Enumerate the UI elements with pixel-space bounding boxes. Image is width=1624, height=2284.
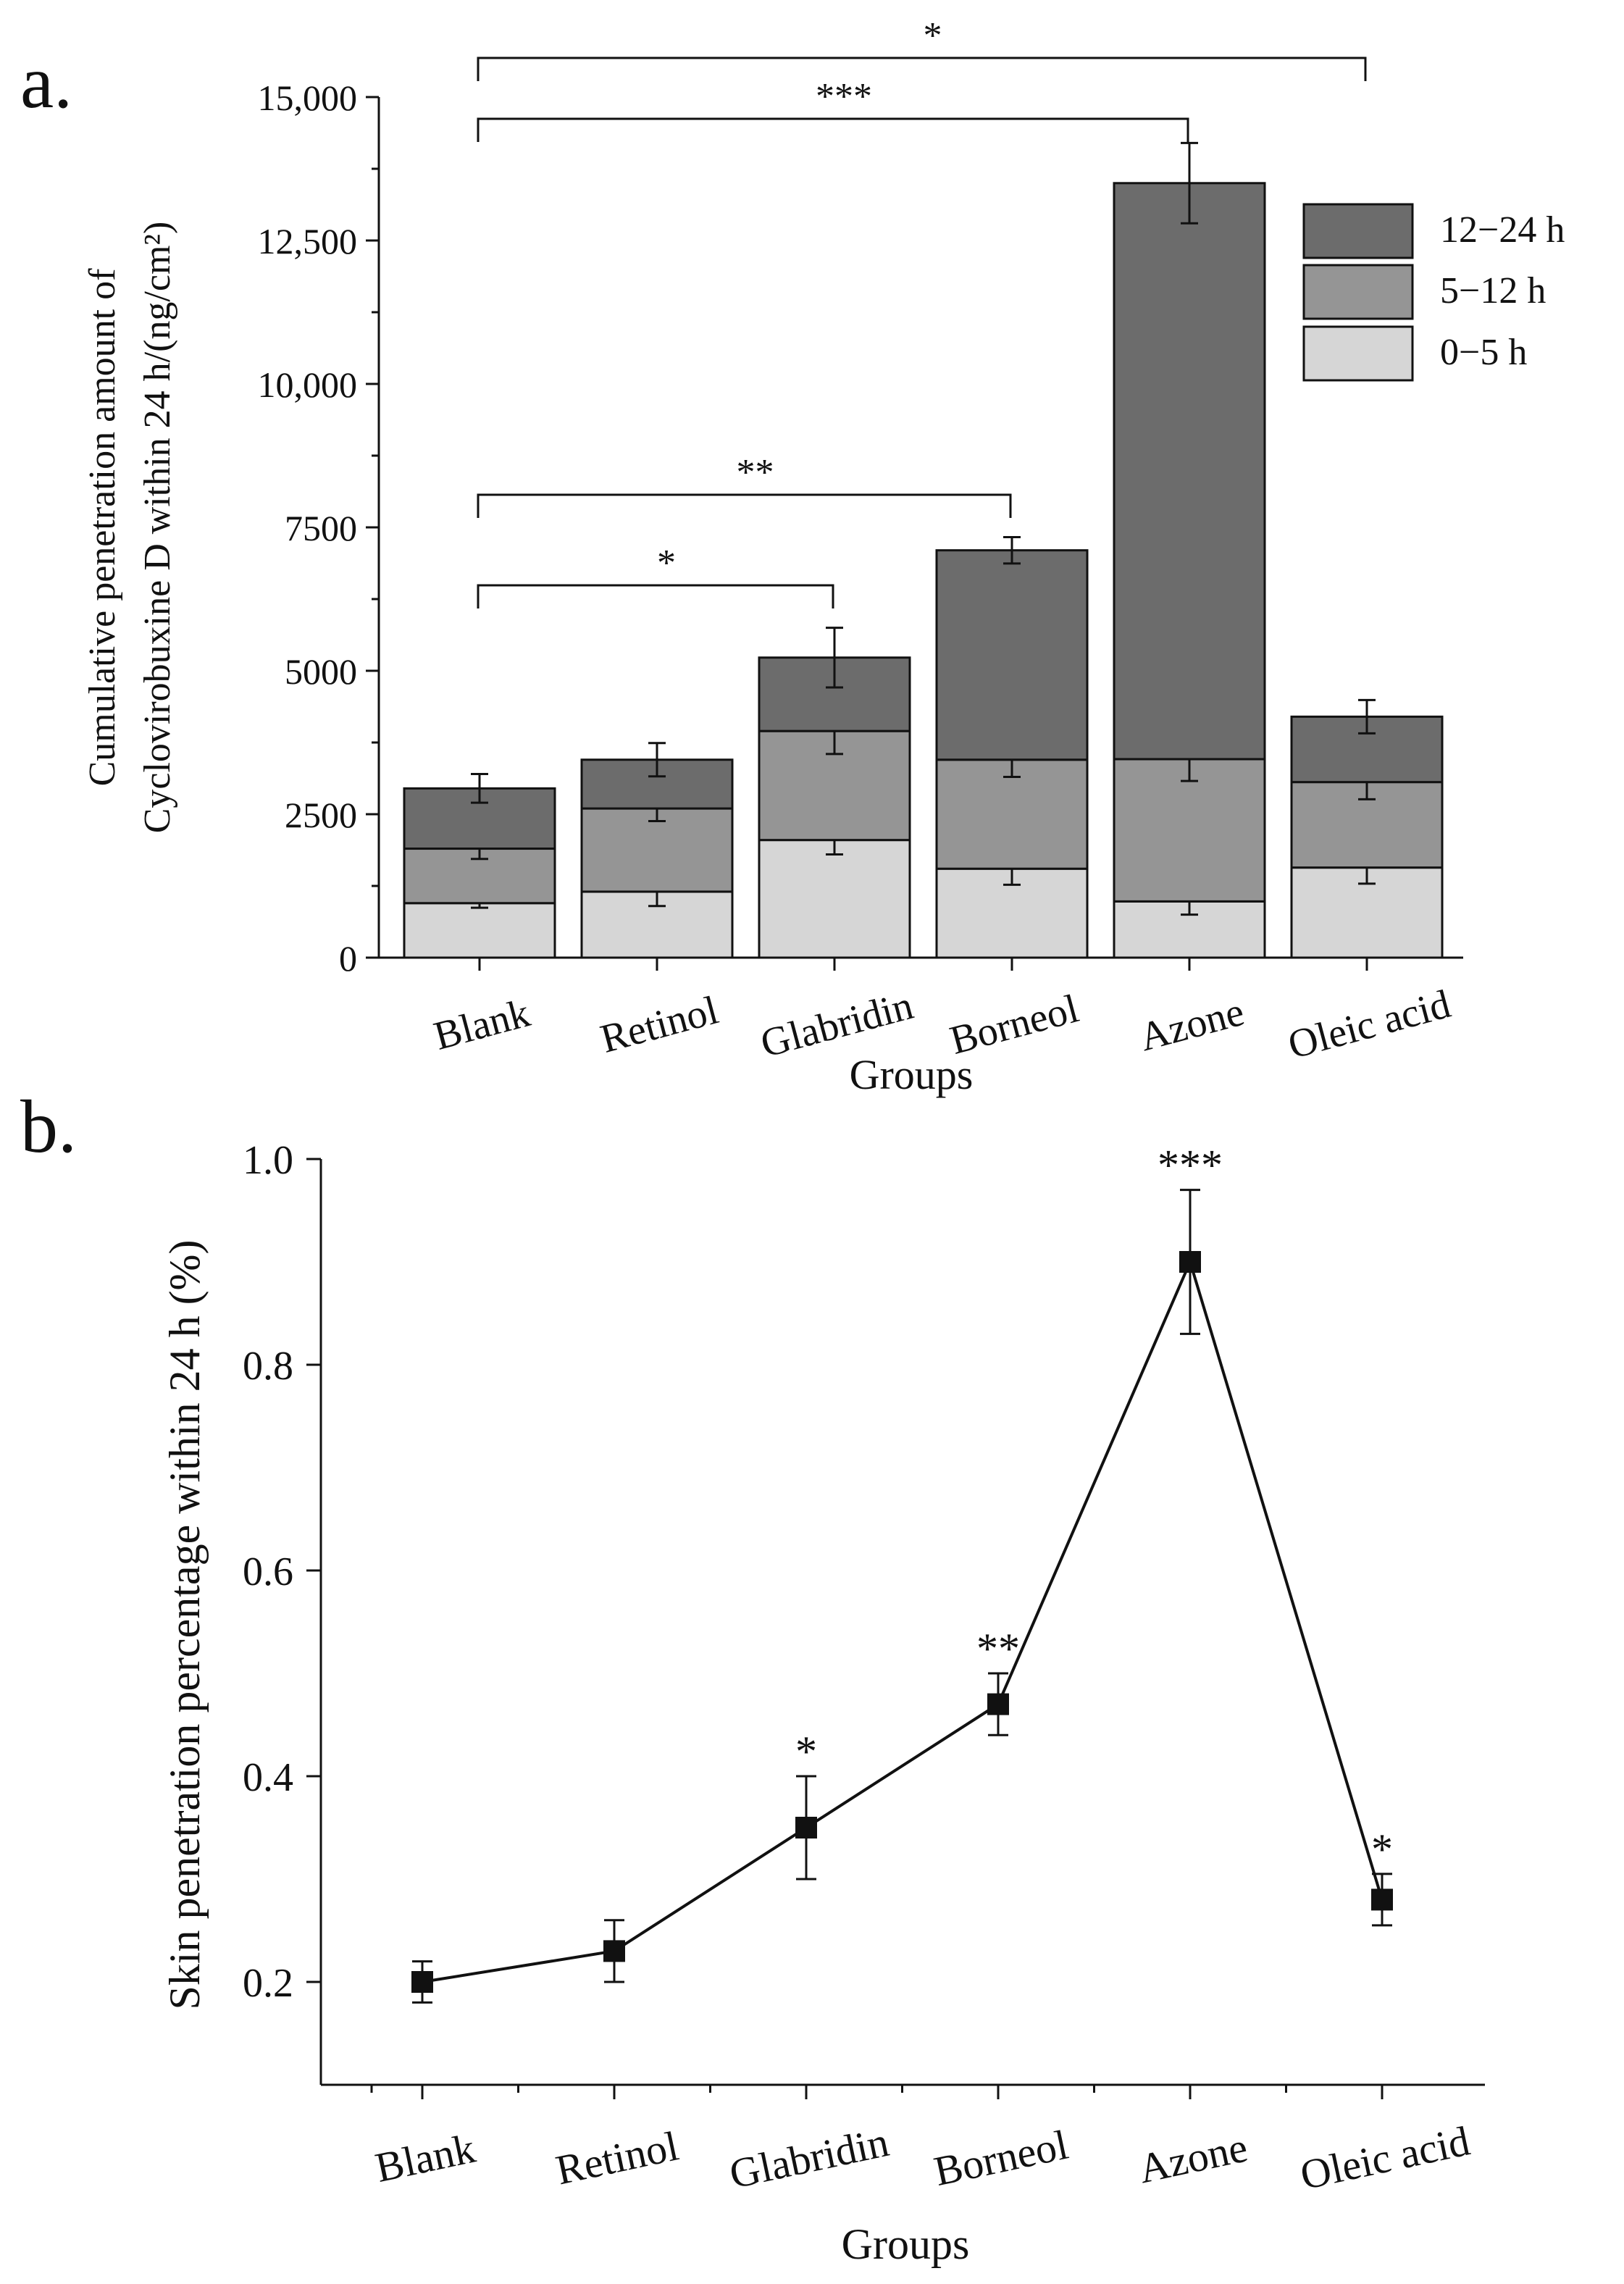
significance-label-borneol: **: [737, 452, 774, 493]
x-tick-label-b: Retinol: [552, 2122, 683, 2193]
legend-swatch-0-5-h: [1302, 325, 1414, 382]
error-bar-oleic-acid-12-24-h: [1358, 698, 1376, 735]
bar-borneol-12-24-h: [935, 549, 1089, 761]
series-line-b: [422, 1258, 1384, 1983]
significance-label-oleic-acid: *: [1371, 1825, 1393, 1873]
y-axis-label-a: Cumulative penetration amount of: [82, 268, 123, 787]
significance-bracket-oleic-acid: [477, 57, 1367, 81]
x-tick-label-b: Glabridin: [725, 2118, 892, 2198]
legend-swatch-12-24-h: [1302, 203, 1414, 259]
panel-b-line-chart: b. 0.2 0.4 0.6 0.8 1.0 Skin penetration percen…: [20, 1085, 1485, 2268]
x-tick-label-b: Oleic acid: [1296, 2117, 1473, 2199]
x-tick-label-a: Blank: [430, 990, 535, 1059]
y-tick-label-b: 0.2: [243, 1961, 293, 2006]
y-tick-label-a: 2500: [285, 795, 357, 835]
point-azone: [1179, 1251, 1201, 1273]
x-axis-label-b: Groups: [842, 2220, 970, 2268]
bar-azone-5-12-h: [1113, 758, 1266, 903]
y-tick-label-b: 1.0: [243, 1138, 293, 1183]
y-tick-label-a: 7500: [285, 508, 357, 548]
legend-swatch-5-12-h: [1302, 264, 1414, 320]
point-borneol: [987, 1693, 1009, 1715]
panel-label-b: b.: [20, 1085, 77, 1168]
legend-label-12-24-h: 12−24 h: [1440, 209, 1565, 251]
error-bar-azone-12-24-h: [1181, 141, 1198, 225]
panel-label-a: a.: [20, 41, 72, 124]
error-bar-blank-12-24-h: [471, 773, 488, 804]
legend-label-0-5-h: 0−5 h: [1440, 332, 1527, 373]
significance-bracket-borneol: [477, 493, 1012, 518]
x-tick-label-a: Oleic acid: [1284, 982, 1455, 1068]
significance-label-azone: ***: [816, 76, 872, 117]
y-tick-label-a: 0: [339, 938, 357, 979]
x-tick-label-a: Azone: [1135, 990, 1249, 1061]
significance-label-azone: ***: [1158, 1142, 1223, 1189]
significance-bracket-azone: [477, 117, 1189, 142]
y-tick-label-b: 0.4: [243, 1755, 293, 1800]
error-bar-borneol-12-24-h: [1003, 535, 1021, 565]
significance-bracket-glabridin: [477, 584, 834, 608]
significance-label-borneol: **: [976, 1625, 1020, 1673]
point-blank: [411, 1971, 433, 1993]
x-tick-label-b: Azone: [1134, 2123, 1252, 2192]
point-oleic-acid: [1371, 1888, 1393, 1911]
x-axis-label-a: Groups: [850, 1051, 974, 1098]
x-tick-label-b: Borneol: [930, 2121, 1072, 2195]
x-tick-label-a: Retinol: [596, 987, 723, 1062]
y-tick-label-a: 5000: [285, 651, 357, 692]
y-axis-label-a: Cyclovirobuxine D within 24 h/(ng/cm²): [137, 222, 178, 834]
significance-label-glabridin: *: [657, 543, 676, 584]
y-tick-label-b: 0.8: [243, 1344, 293, 1389]
point-retinol: [603, 1940, 625, 1962]
y-tick-label-a: 12,500: [258, 221, 358, 262]
y-tick-label-a: 15,000: [258, 78, 358, 118]
bar-blank-0-5-h: [403, 902, 556, 959]
error-bar-glabridin-12-24-h: [826, 627, 843, 689]
legend-label-5-12-h: 5−12 h: [1440, 270, 1546, 311]
bar-glabridin-0-5-h: [758, 839, 911, 959]
y-tick-label-a: 10,000: [258, 364, 358, 405]
y-tick-label-b: 0.6: [243, 1549, 293, 1594]
panel-a-bar-chart: a. 0 2500 5000 7500 10,000 12,500 15,000 Cumulat…: [20, 15, 1565, 1098]
significance-label-glabridin: *: [795, 1728, 817, 1775]
bar-azone-12-24-h: [1113, 182, 1266, 761]
significance-label-oleic-acid: *: [924, 15, 942, 57]
x-tick-label-b: Blank: [371, 2125, 479, 2191]
y-axis-label-b: Skin penetration percentage within 24 h …: [161, 1239, 209, 2009]
error-bar-retinol-12-24-h: [648, 742, 666, 778]
point-glabridin: [795, 1817, 817, 1839]
